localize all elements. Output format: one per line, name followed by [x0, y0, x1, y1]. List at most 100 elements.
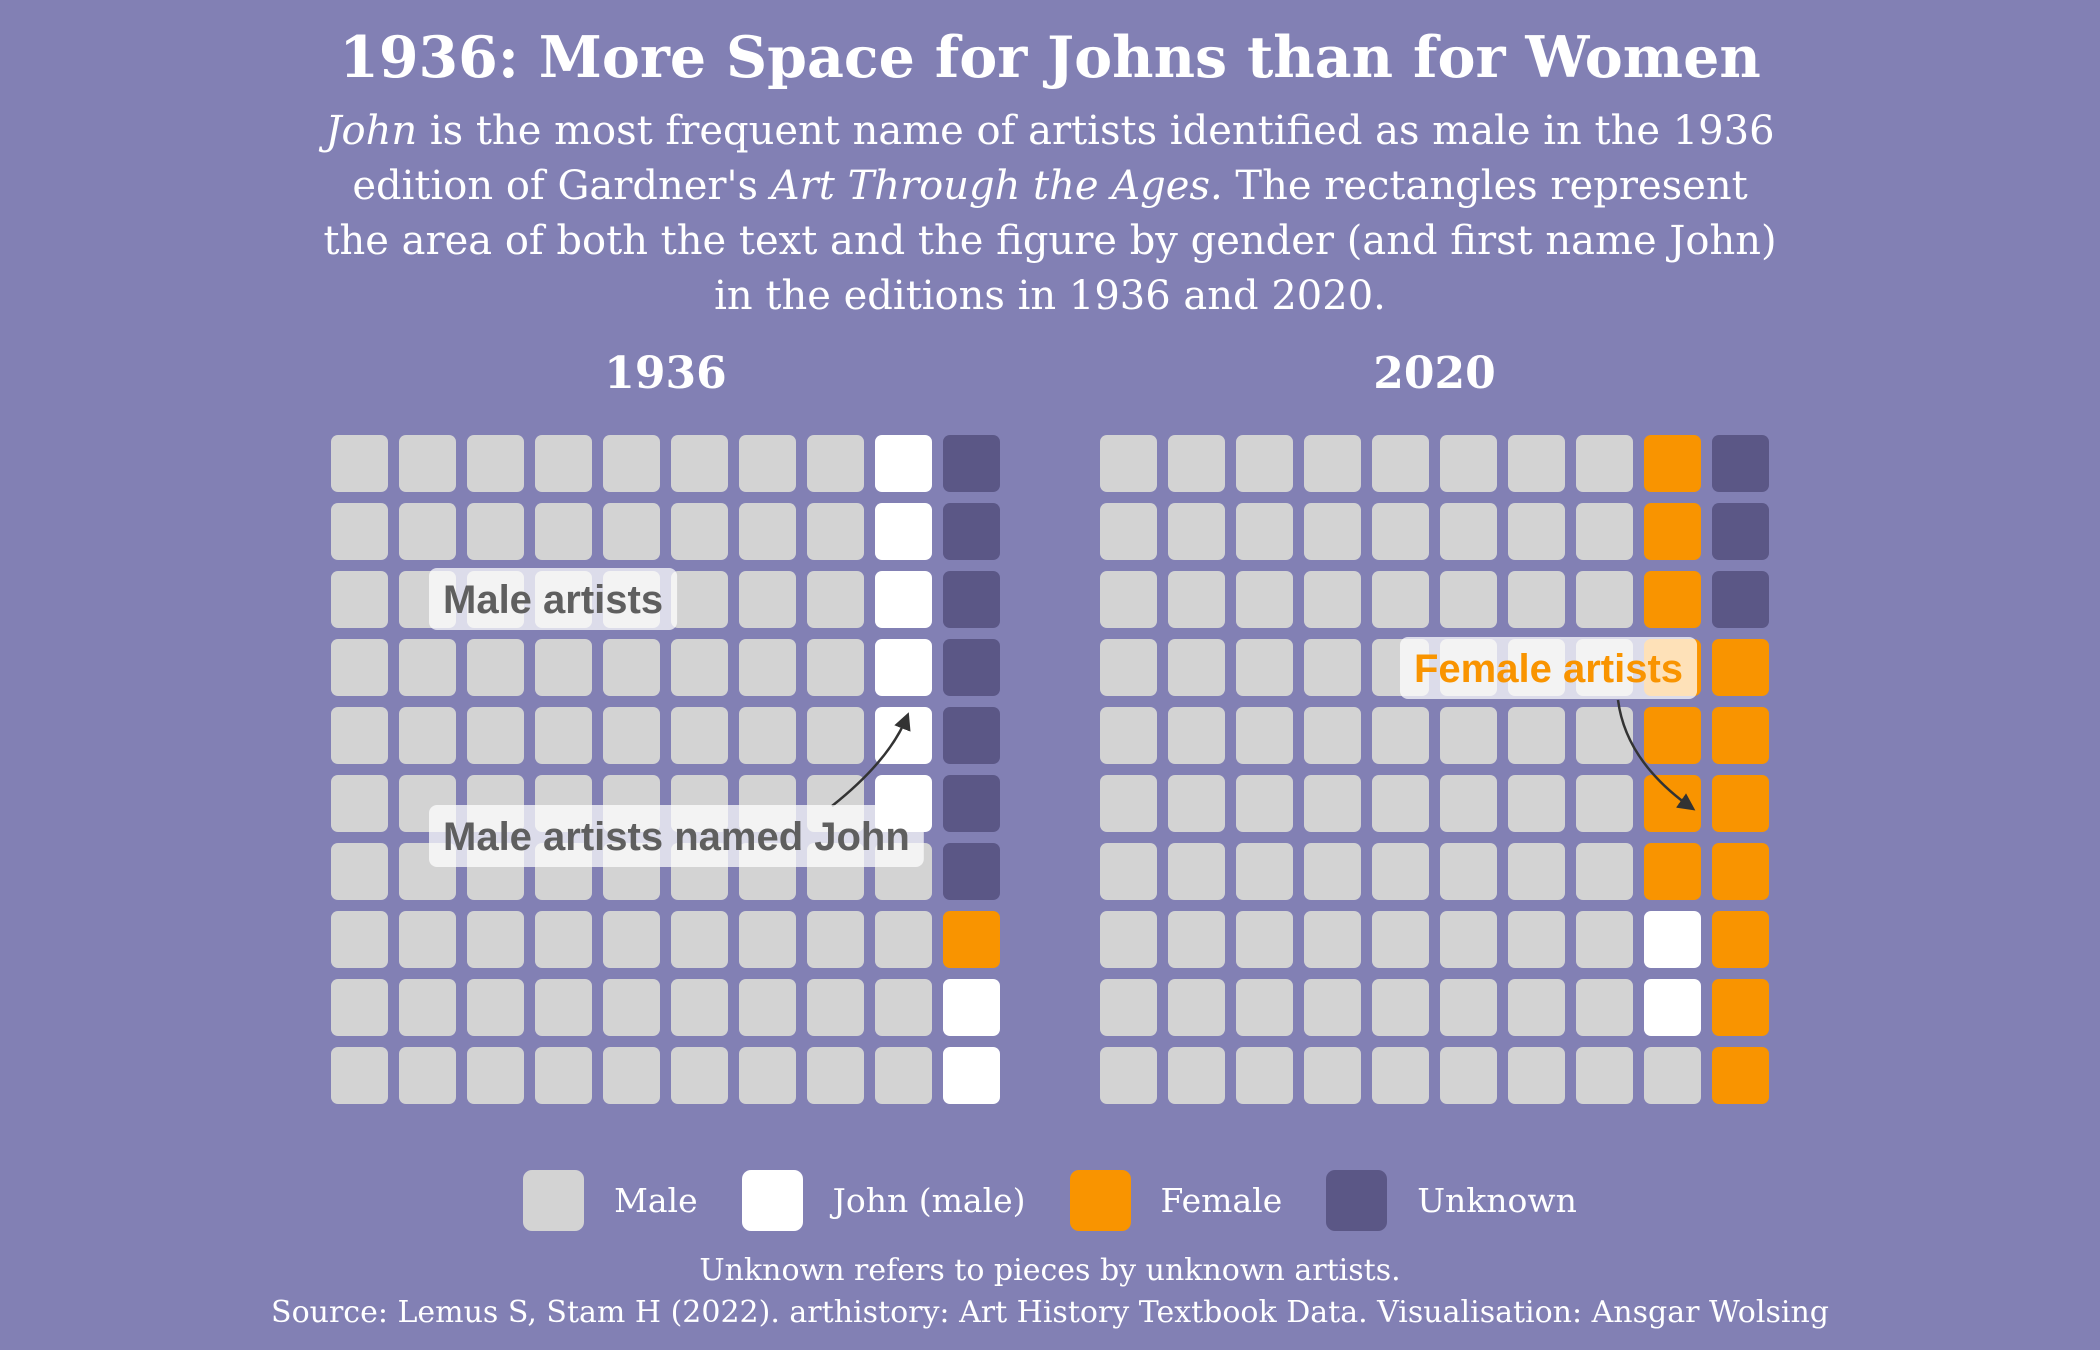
waffle-cell-female — [1712, 911, 1769, 968]
waffle-cell-male — [1100, 435, 1157, 492]
waffle-cell-john-male — [875, 435, 932, 492]
annotation-female-artists-box — [1400, 637, 1698, 699]
waffle-cell-male — [1440, 503, 1497, 560]
waffle-cell-male — [1304, 775, 1361, 832]
waffle-cell-male — [603, 503, 660, 560]
waffle-cell-female — [1644, 707, 1701, 764]
legend-label: Male — [614, 1181, 698, 1220]
waffle-cell-male — [807, 979, 864, 1036]
waffle-cell-male — [739, 503, 796, 560]
waffle-cell-female — [1712, 707, 1769, 764]
waffle-cell-male — [467, 911, 524, 968]
waffle-cell-male — [807, 435, 864, 492]
annotation-male-artists-named-john-box — [429, 805, 924, 867]
waffle-cell-male — [807, 707, 864, 764]
waffle-cell-male — [1100, 911, 1157, 968]
waffle-cell-male — [807, 1047, 864, 1104]
waffle-cell-male — [1508, 775, 1565, 832]
caption-source: Source: Lemus S, Stam H (2022). arthisto… — [271, 1295, 1829, 1330]
waffle-cell-male — [1372, 979, 1429, 1036]
waffle-cell-male — [807, 503, 864, 560]
waffle-cell-male — [603, 911, 660, 968]
waffle-cell-female — [1644, 435, 1701, 492]
waffle-cell-john-male — [1644, 979, 1701, 1036]
legend-key-female — [1069, 1170, 1131, 1231]
legend-key-unknown — [1326, 1170, 1388, 1231]
panel-title-1936: 1936 — [604, 348, 726, 399]
waffle-cell-male — [1508, 1047, 1565, 1104]
waffle-cell-male — [1236, 843, 1293, 900]
waffle-cell-male — [535, 435, 592, 492]
waffle-cell-john-male — [943, 979, 1000, 1036]
waffle-cell-male — [331, 571, 388, 628]
waffle-cell-male — [1168, 435, 1225, 492]
waffle-panel-1936: 1936 — [331, 348, 1000, 1104]
waffle-cell-unknown — [943, 503, 1000, 560]
waffle-cell-male — [1304, 707, 1361, 764]
waffle-cell-male — [1440, 911, 1497, 968]
waffle-cell-male — [1236, 639, 1293, 696]
waffle-cell-male — [1372, 503, 1429, 560]
waffle-cell-male — [1236, 503, 1293, 560]
waffle-cell-unknown — [943, 843, 1000, 900]
waffle-cell-john-male — [875, 639, 932, 696]
waffle-cell-male — [739, 435, 796, 492]
waffle-cell-male — [1372, 571, 1429, 628]
waffle-cell-female — [1644, 571, 1701, 628]
waffle-cell-male — [399, 639, 456, 696]
waffle-cell-john-male — [943, 1047, 1000, 1104]
waffle-cell-female — [1712, 639, 1769, 696]
waffle-cell-male — [399, 503, 456, 560]
waffle-cell-male — [1168, 979, 1225, 1036]
waffle-cell-male — [331, 979, 388, 1036]
waffle-cell-male — [1372, 911, 1429, 968]
waffle-cell-male — [1168, 843, 1225, 900]
waffle-cell-male — [671, 1047, 728, 1104]
waffle-cell-male — [1100, 503, 1157, 560]
waffle-cell-male — [399, 979, 456, 1036]
panel-title-2020: 2020 — [1373, 348, 1495, 399]
waffle-cell-male — [1304, 843, 1361, 900]
waffle-cell-male — [331, 707, 388, 764]
caption: Unknown refers to pieces by unknown arti… — [0, 1250, 2100, 1334]
waffle-cell-male — [1508, 843, 1565, 900]
legend-label: Female — [1160, 1181, 1283, 1220]
waffle-cell-male — [467, 1047, 524, 1104]
waffle-cell-male — [671, 707, 728, 764]
waffle-cell-unknown — [943, 707, 1000, 764]
waffle-cell-male — [671, 639, 728, 696]
waffle-cell-male — [331, 911, 388, 968]
waffle-cell-male — [671, 979, 728, 1036]
waffle-cell-male — [1576, 911, 1633, 968]
waffle-cell-male — [1304, 911, 1361, 968]
waffle-cell-male — [1576, 1047, 1633, 1104]
waffle-cell-male — [807, 571, 864, 628]
annotation-male-artists-box — [429, 568, 678, 630]
waffle-cell-female — [1644, 775, 1701, 832]
waffle-cell-male — [1168, 571, 1225, 628]
waffle-cell-male — [739, 1047, 796, 1104]
waffle-cell-male — [1508, 707, 1565, 764]
waffle-cell-male — [1576, 775, 1633, 832]
waffle-cell-male — [1440, 979, 1497, 1036]
waffle-cell-male — [739, 707, 796, 764]
waffle-cell-male — [399, 707, 456, 764]
waffle-cell-male — [1168, 911, 1225, 968]
waffle-cell-male — [1168, 639, 1225, 696]
waffle-cell-female — [1644, 503, 1701, 560]
chart-title: 1936: More Space for Johns than for Wome… — [339, 24, 1761, 91]
waffle-cell-male — [1576, 571, 1633, 628]
legend-key-john-male — [741, 1170, 803, 1231]
legend-item-john-male: John (male) — [741, 1170, 1026, 1231]
waffle-cell-male — [1236, 979, 1293, 1036]
waffle-cell-male — [1576, 979, 1633, 1036]
waffle-cell-female — [1644, 843, 1701, 900]
caption-note: Unknown refers to pieces by unknown arti… — [699, 1253, 1401, 1288]
waffle-cell-unknown — [943, 639, 1000, 696]
waffle-cell-male — [739, 911, 796, 968]
waffle-cell-male — [807, 911, 864, 968]
waffle-cell-male — [1100, 571, 1157, 628]
waffle-cell-male — [399, 911, 456, 968]
waffle-cell-male — [1100, 639, 1157, 696]
waffle-cell-unknown — [1712, 503, 1769, 560]
